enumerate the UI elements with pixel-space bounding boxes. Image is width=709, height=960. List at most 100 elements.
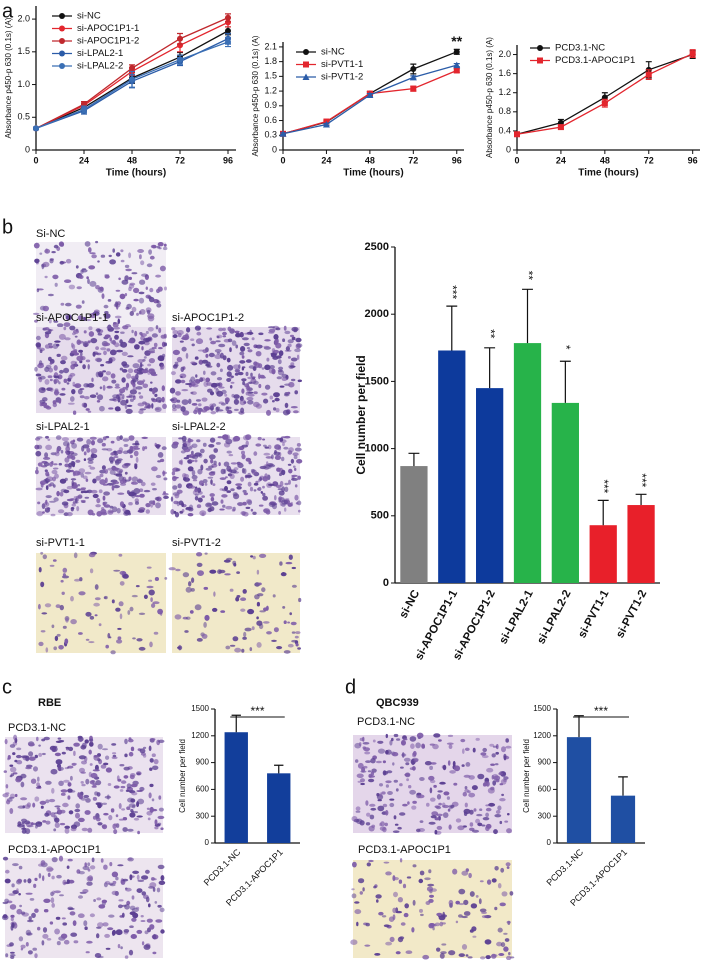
- cell: [419, 908, 423, 913]
- cell: [153, 631, 159, 635]
- cell: [3, 770, 7, 773]
- cell: [128, 252, 132, 259]
- cell: [10, 773, 15, 777]
- cell: [486, 879, 492, 885]
- cell: [500, 867, 505, 873]
- cell: [28, 756, 36, 761]
- cell: [34, 366, 38, 372]
- cell: [489, 743, 495, 747]
- cell: [136, 888, 143, 893]
- cell: [135, 386, 143, 390]
- cell: [227, 409, 232, 414]
- cell: [96, 358, 102, 363]
- cell: [177, 483, 182, 489]
- cell: [32, 947, 37, 951]
- cell: [253, 391, 258, 395]
- cell: [381, 915, 387, 918]
- cell: [89, 780, 95, 785]
- cell: [49, 362, 53, 365]
- cell: [11, 922, 15, 928]
- cell: [54, 817, 60, 823]
- cell: [196, 331, 202, 336]
- cell: [354, 909, 362, 915]
- cell: [34, 953, 38, 959]
- cell: [432, 926, 435, 931]
- cell: [285, 561, 293, 565]
- cell: [141, 346, 144, 351]
- cell: [53, 463, 58, 466]
- cell: [392, 830, 400, 833]
- cell: [22, 805, 26, 809]
- cell: [56, 807, 60, 810]
- significance: **: [483, 329, 497, 339]
- cell: [70, 364, 76, 370]
- panel-label: a: [2, 0, 14, 22]
- cell: [194, 496, 199, 501]
- cell: [128, 737, 132, 741]
- cell: [67, 906, 74, 910]
- cell: [377, 805, 385, 812]
- cell: [36, 436, 43, 439]
- cell: [416, 828, 421, 833]
- cell: [84, 496, 90, 499]
- cell: [103, 762, 109, 766]
- cell: [499, 820, 503, 825]
- cell: [81, 300, 85, 304]
- cell: [109, 337, 112, 342]
- cell: [134, 495, 141, 498]
- cell: [146, 918, 153, 923]
- cell: [59, 604, 64, 611]
- cell: [235, 596, 240, 602]
- cell: [45, 406, 52, 410]
- cell: [411, 805, 417, 810]
- cell: [94, 597, 101, 601]
- cell: [87, 827, 93, 833]
- cell: [491, 878, 497, 883]
- cell: [419, 820, 424, 823]
- cell: [198, 359, 204, 365]
- cell: [9, 764, 14, 767]
- cell: [208, 454, 216, 460]
- cell: [429, 743, 435, 746]
- cell: [140, 920, 146, 922]
- error-bar: [446, 305, 458, 351]
- cell: [137, 798, 145, 805]
- cell: [291, 584, 297, 588]
- cell: [129, 925, 134, 928]
- cell: [356, 818, 363, 825]
- cell: [266, 631, 272, 635]
- cell: [87, 875, 93, 882]
- cell: [136, 312, 139, 316]
- cell: [479, 908, 487, 913]
- cell: [41, 387, 46, 391]
- cell: [225, 476, 228, 479]
- cell: [131, 791, 138, 796]
- cell: [124, 738, 128, 745]
- cell: [75, 304, 82, 309]
- cell: [124, 275, 129, 282]
- panel-label: b: [2, 216, 13, 238]
- cell: [33, 242, 40, 249]
- cell: [104, 477, 108, 484]
- cell: [203, 458, 208, 464]
- cell: [27, 950, 33, 955]
- cell: [408, 785, 412, 789]
- cell: [389, 802, 395, 808]
- cell: [78, 632, 83, 635]
- cell: [76, 495, 83, 500]
- cell: [35, 487, 43, 491]
- cell: [110, 650, 116, 655]
- cell: [61, 751, 66, 755]
- cell: [114, 453, 118, 456]
- cell: [173, 363, 179, 367]
- cell: [52, 467, 59, 470]
- cell: [12, 863, 19, 867]
- cell: [40, 581, 45, 588]
- cell: [126, 303, 132, 310]
- cell: [491, 954, 498, 958]
- cell: [447, 760, 451, 766]
- cell: [109, 862, 113, 867]
- cell: [148, 369, 156, 374]
- cell: [385, 871, 392, 876]
- significance: ***: [594, 704, 608, 718]
